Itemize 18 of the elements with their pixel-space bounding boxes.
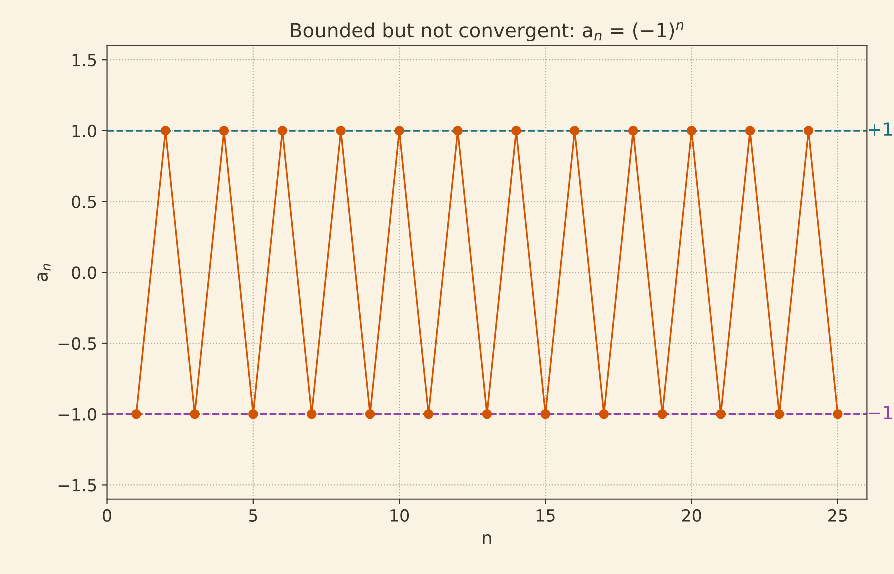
y-tick-label: −1.5 (58, 479, 96, 492)
chart-title: Bounded but not convergent: a$_{n}$ = (−1)$^{n}$ (291, 22, 684, 42)
y-axis-title: a$_{n}$ (38, 264, 51, 282)
ref-line-label: −1 (869, 406, 892, 420)
x-tick-label: 25 (828, 509, 848, 522)
y-tick-label: 1.0 (72, 124, 96, 138)
x-tick-label: 20 (682, 509, 702, 522)
x-tick-label: 15 (536, 510, 555, 522)
y-tick-label: 0.5 (72, 196, 96, 208)
y-tick-label: 1.5 (72, 54, 96, 67)
x-tick-label: 10 (390, 509, 410, 522)
x-axis-title: n (483, 534, 492, 545)
y-tick-label: −1.0 (58, 408, 96, 421)
y-tick-label: 0.0 (72, 266, 96, 280)
x-tick-label: 0 (103, 509, 112, 522)
ref-line-label: +1 (869, 122, 892, 136)
x-tick-label: 5 (249, 510, 258, 522)
y-tick-label: −0.5 (58, 337, 96, 350)
